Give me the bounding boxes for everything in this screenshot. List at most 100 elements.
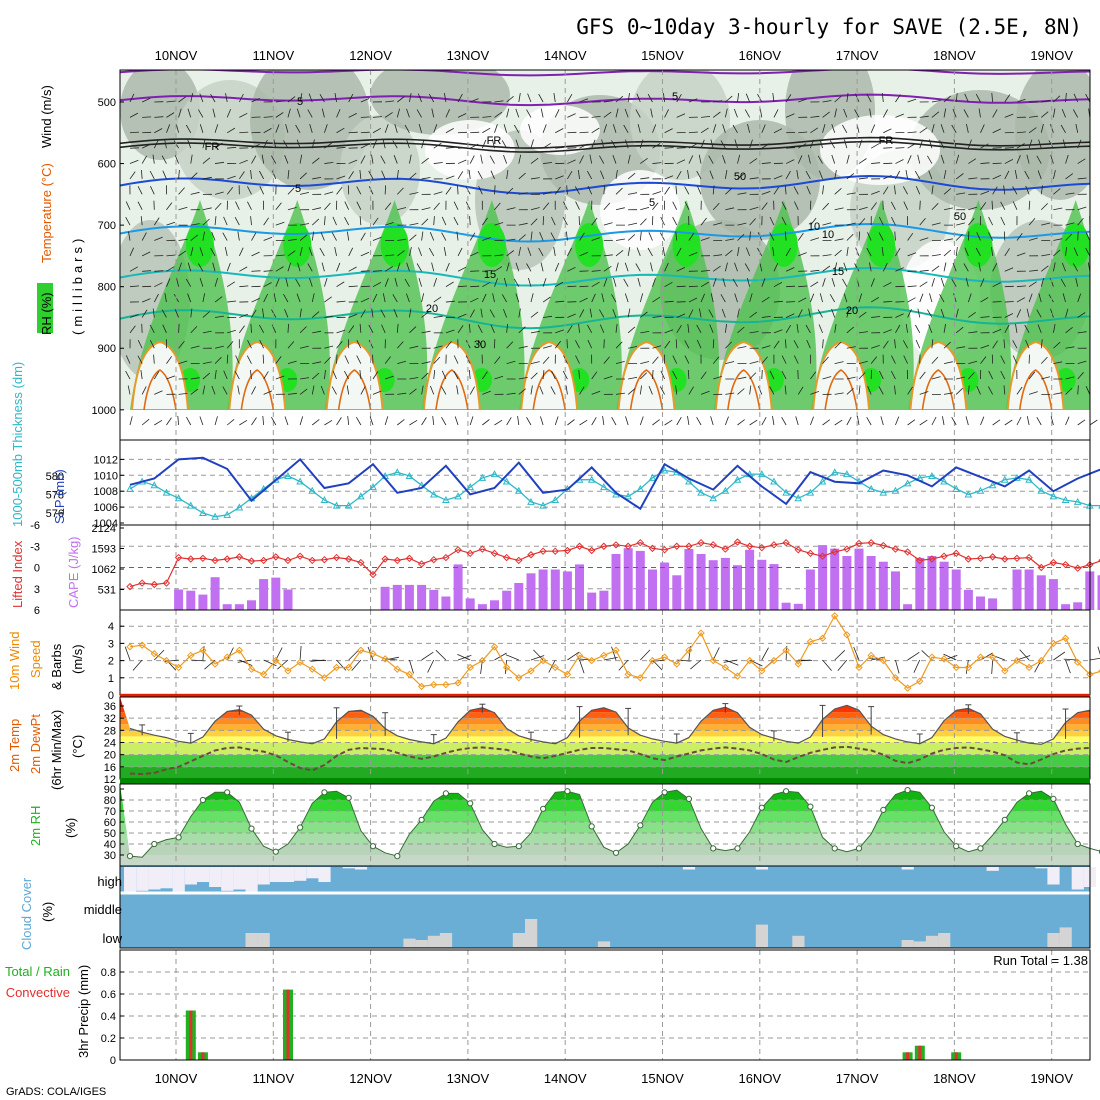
cape-li-panel: -6 -3 0 3 6 531 1062 1593 2124 Lifted Index CAP… xyxy=(10,520,1100,617)
label-2m-temp: 2m Temp xyxy=(7,719,22,772)
wind-barb-34 xyxy=(533,649,544,661)
wind10-point-60 xyxy=(855,663,863,672)
rh2m-point-4 xyxy=(175,834,182,841)
cloud-high-bar-12 xyxy=(269,867,282,882)
wind-barb-17 xyxy=(336,659,347,671)
precip-conv-bar-64 xyxy=(906,1052,910,1060)
wind10-point-44 xyxy=(660,653,669,661)
wind-barb-37 xyxy=(579,659,585,674)
contour-label-5: 5 xyxy=(295,183,301,195)
cape-bar-11 xyxy=(259,579,269,610)
cape-bar-7 xyxy=(210,577,220,610)
temp2m-tick-16: 16 xyxy=(104,762,116,774)
cloud-high-bar-3 xyxy=(160,867,173,889)
wind10-point-7 xyxy=(211,660,219,668)
thickness-point-71 xyxy=(988,481,997,489)
date-bottom-11NOV: 11NOV xyxy=(252,1071,294,1086)
precip-conv-bar-68 xyxy=(954,1052,958,1060)
wind-barb-79 xyxy=(1089,657,1100,661)
contour-label-2: FR xyxy=(205,141,220,153)
date-top-13NOV: 13NOV xyxy=(447,48,490,63)
thickness-point-54 xyxy=(782,488,790,496)
thick-tick-580: 580 xyxy=(46,471,64,483)
precip-conv-bar-65 xyxy=(918,1045,922,1060)
contour-label-0: 5 xyxy=(297,96,303,108)
rh2m-point-50 xyxy=(734,845,741,852)
cape-bar-51 xyxy=(745,549,755,610)
li-point-30 xyxy=(490,549,499,558)
rh2m-point-6 xyxy=(199,796,206,804)
thickness-point-47 xyxy=(697,488,705,496)
wind10-point-50 xyxy=(733,672,742,680)
rh2m-point-40 xyxy=(612,849,620,856)
wind10-point-48 xyxy=(709,656,717,665)
dewpt2m-line xyxy=(129,745,1090,776)
slp-tick-1010: 1010 xyxy=(94,470,118,482)
rh2m-tick-50: 50 xyxy=(104,828,116,840)
cape-tick-531: 531 xyxy=(98,585,116,597)
lifted-index-line xyxy=(129,541,1100,588)
contour-label-1: 5 xyxy=(672,91,678,103)
li-point-24 xyxy=(417,560,426,568)
temp2m-mask xyxy=(120,697,1090,745)
rh2m-point-8 xyxy=(224,789,231,796)
li-point-37 xyxy=(575,542,584,550)
contour-label-3: FR xyxy=(487,135,502,147)
wind10-point-26 xyxy=(442,680,450,689)
date-bottom-18NOV: 18NOV xyxy=(933,1071,976,1086)
rh2m-point-70 xyxy=(977,845,984,852)
wind10-point-22 xyxy=(393,665,402,673)
li-point-69 xyxy=(964,555,973,563)
cape-bar-34 xyxy=(538,569,548,610)
temp2m-tick-12: 12 xyxy=(104,774,116,786)
rh2m-tick-80: 80 xyxy=(104,795,116,807)
thickness-point-58 xyxy=(830,468,839,476)
temp2m-tick-32: 32 xyxy=(104,713,116,725)
li-point-1 xyxy=(138,579,146,587)
cloud-high-bar-9 xyxy=(233,867,246,890)
profile-label-rh: RH (%) xyxy=(39,292,54,335)
wind-barb-16 xyxy=(310,659,325,662)
date-bottom-19NOV: 19NOV xyxy=(1030,1071,1073,1086)
cape-ticks: 531 1062 1593 2124 xyxy=(92,523,124,597)
thickness-point-43 xyxy=(648,473,657,481)
thickness-point-63 xyxy=(891,486,900,494)
li-point-39 xyxy=(600,542,608,550)
cloud-high-bar-2 xyxy=(148,867,161,890)
wind10-point-38 xyxy=(587,656,596,665)
tick-900: 900 xyxy=(98,343,116,355)
li-point-4 xyxy=(174,553,183,562)
cape-bar-38 xyxy=(587,592,597,610)
thickness-point-77 xyxy=(1061,496,1070,504)
rh2m-point-78 xyxy=(1074,840,1081,848)
thickness-point-61 xyxy=(867,484,875,492)
thickness-point-19 xyxy=(357,492,365,500)
wind-barb-64 xyxy=(907,651,920,661)
wind-barb-24 xyxy=(421,651,434,661)
li-point-25 xyxy=(430,556,438,564)
thickness-point-15 xyxy=(308,486,317,494)
cape-bar-76 xyxy=(1048,579,1058,610)
thickness-point-70 xyxy=(976,486,985,494)
wind10-tick-1: 1 xyxy=(108,673,114,685)
cape-bar-40 xyxy=(611,554,621,610)
li-point-41 xyxy=(624,542,632,550)
thickness-point-4 xyxy=(174,494,183,502)
wind-barb-52 xyxy=(761,647,769,661)
cloud-high-bar-76 xyxy=(1047,867,1060,885)
wind10-point-73 xyxy=(1013,656,1021,665)
li-point-74 xyxy=(1025,553,1033,562)
rh2m-tick-70: 70 xyxy=(104,806,116,818)
rh2m-point-56 xyxy=(807,803,814,810)
cloud-high-bar-8 xyxy=(221,867,234,891)
thickness-point-35 xyxy=(551,496,560,504)
wind10-point-0 xyxy=(126,643,134,651)
temp2m-tick-28: 28 xyxy=(104,725,116,737)
thickness-point-29 xyxy=(478,473,487,481)
wind10-point-69 xyxy=(964,663,973,672)
thickness-point-66 xyxy=(928,471,936,479)
contour-plus10 xyxy=(120,222,1090,243)
cape-tick-2124: 2124 xyxy=(92,523,116,535)
wind10-point-1 xyxy=(138,641,146,649)
contour-freezing-1 xyxy=(120,136,1090,149)
